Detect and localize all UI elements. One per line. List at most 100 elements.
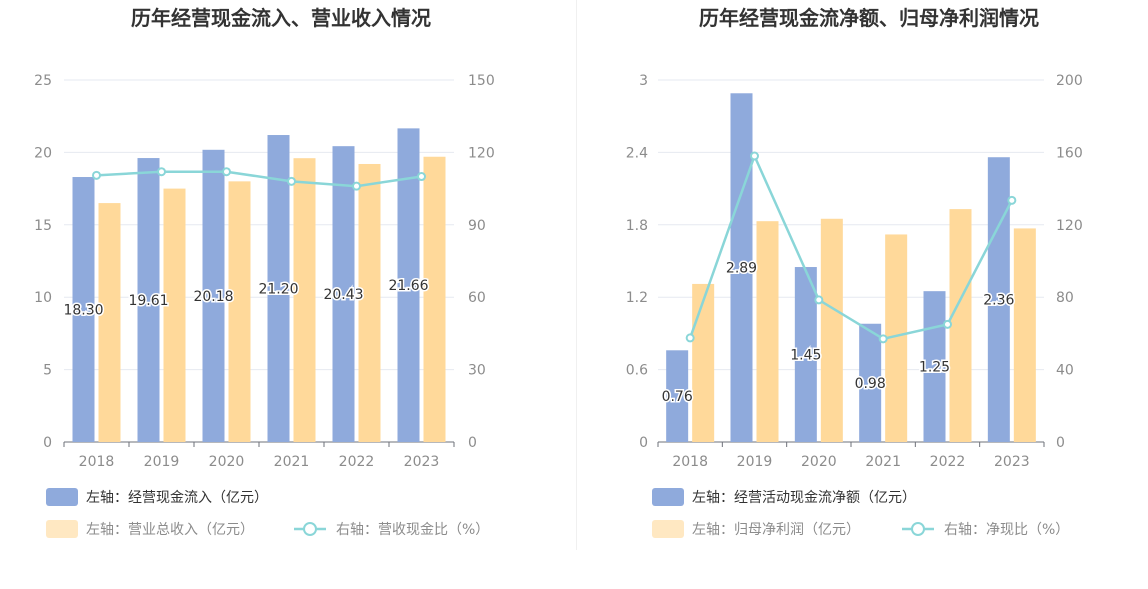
- line-point-2023: [1007, 195, 1017, 205]
- x-axis-tick-label: 2018: [79, 454, 115, 470]
- x-axis-tick-label: 2021: [865, 454, 901, 470]
- right-axis-tick-label: 40: [1056, 363, 1074, 379]
- bar-2021-primary: [859, 323, 882, 442]
- data-label-2020: 1.45: [790, 348, 821, 364]
- legend-label: 左轴：经营活动现金流净额（亿元）: [692, 490, 916, 506]
- legend-swatch: [652, 488, 684, 506]
- data-label-2023: 2.36: [983, 293, 1014, 309]
- legend-label: 右轴：净现比（%）: [944, 522, 1069, 538]
- data-label-2021: 21.20: [258, 282, 298, 298]
- legend-label: 左轴：经营现金流入（亿元）: [86, 490, 268, 506]
- line-point-2019: [750, 151, 759, 161]
- bar-2023-primary: [397, 128, 420, 442]
- x-axis-tick-label: 2020: [801, 454, 837, 470]
- series-line: [96, 170, 422, 188]
- chart-title: 历年经营现金流净额、归母净利润情况: [699, 6, 1039, 30]
- right-axis-tick-label: 30: [468, 363, 486, 379]
- bar-2018-primary: [72, 177, 95, 443]
- data-label-2021: 0.98: [855, 376, 886, 392]
- legend-marker: [303, 522, 317, 536]
- legend-item: 右轴：净现比（%）: [902, 522, 1069, 538]
- legend-item: 左轴：营业总收入（亿元）: [46, 520, 254, 538]
- data-label-2019: 2.89: [726, 261, 757, 277]
- left-axis-tick-label: 15: [34, 218, 52, 234]
- x-axis-tick-label: 2021: [274, 454, 310, 470]
- right-axis-tick-label: 60: [468, 290, 486, 306]
- left-axis-tick-label: 2.4: [626, 145, 648, 161]
- line-point-2019: [157, 167, 166, 177]
- legend-label: 左轴：归母净利润（亿元）: [692, 521, 860, 538]
- bar-2022-primary: [332, 146, 355, 443]
- x-axis-tick-label: 2020: [209, 454, 245, 470]
- right-axis-tick-label: 120: [1056, 218, 1083, 234]
- line-point-2022: [352, 181, 361, 191]
- bar-2019-primary: [137, 158, 160, 443]
- right-axis-tick-label: 90: [468, 218, 486, 234]
- right-axis-tick-label: 0: [1056, 435, 1065, 451]
- legend-label: 左轴：营业总收入（亿元）: [86, 522, 254, 538]
- line-point-2021: [878, 334, 888, 344]
- x-axis-tick-label: 2023: [404, 454, 440, 470]
- left-axis-tick-label: 1.2: [626, 290, 648, 306]
- legend-item: 右轴：营收现金比（%）: [294, 522, 489, 538]
- bar-2019-secondary: [163, 188, 186, 442]
- legend-label: 右轴：营收现金比（%）: [336, 522, 489, 538]
- line-point-2018: [92, 170, 101, 180]
- data-label-2019: 19.61: [128, 293, 168, 309]
- data-label-2018: 0.76: [662, 389, 693, 405]
- bar-2023-primary: [987, 157, 1010, 442]
- left-axis-tick-label: 5: [43, 363, 52, 379]
- right-axis-tick-label: 80: [1056, 290, 1074, 306]
- net-cashflow-profit-chart: 历年经营现金流净额、归母净利润情况 0 0 0.6 40 1.2 80 1.8 120 2.4 16…: [626, 6, 1083, 538]
- legend-item: 左轴：经营活动现金流净额（亿元）: [652, 488, 916, 506]
- bar-2018-secondary: [692, 283, 715, 442]
- line-point-2020: [222, 167, 231, 177]
- bar-2021-primary: [267, 135, 290, 443]
- x-axis-tick-label: 2022: [339, 454, 375, 470]
- bar-2023-secondary: [423, 156, 446, 442]
- x-axis-tick-label: 2018: [672, 454, 708, 470]
- chart-title: 历年经营现金流入、营业收入情况: [131, 6, 431, 30]
- x-axis-tick-label: 2022: [930, 454, 966, 470]
- left-axis-tick-label: 25: [34, 73, 52, 89]
- legend-marker: [911, 522, 925, 536]
- left-axis-tick-label: 0.6: [626, 363, 648, 379]
- series-line: [688, 152, 1013, 341]
- bar-2019-secondary: [756, 221, 779, 442]
- data-label-2018: 18.30: [63, 303, 103, 319]
- x-axis-tick-label: 2019: [737, 454, 773, 470]
- bar-2020-secondary: [820, 218, 843, 442]
- right-axis-tick-label: 0: [468, 435, 477, 451]
- data-label-2022: 20.43: [323, 287, 363, 303]
- legend-item: 左轴：归母净利润（亿元）: [652, 520, 860, 538]
- cash-inflow-revenue-chart: 历年经营现金流入、营业收入情况 0 0 5 30 10 60 15 90 20 120 25 150 20…: [34, 6, 495, 538]
- legend-item: 左轴：经营现金流入（亿元）: [46, 488, 268, 506]
- bar-2018-secondary: [98, 203, 121, 442]
- right-axis-tick-label: 160: [1056, 145, 1083, 161]
- bar-2018-primary: [666, 350, 689, 442]
- line-point-2021: [287, 176, 296, 186]
- bar-2021-secondary: [293, 158, 316, 442]
- left-axis-tick-label: 0: [639, 435, 648, 451]
- data-label-2020: 20.18: [193, 289, 233, 305]
- panel-divider: [576, 0, 577, 550]
- right-axis-tick-label: 150: [468, 73, 495, 89]
- bar-2021-secondary: [885, 234, 908, 442]
- line-point-2022: [943, 319, 952, 329]
- left-axis-tick-label: 1.8: [626, 218, 648, 234]
- legend-swatch: [46, 520, 78, 538]
- bar-2020-secondary: [228, 181, 251, 443]
- bar-2022-secondary: [949, 209, 972, 442]
- legend-swatch: [46, 488, 78, 506]
- left-axis-tick-label: 20: [34, 145, 52, 161]
- data-label-2023: 21.66: [388, 278, 428, 294]
- bar-2023-secondary: [1013, 228, 1036, 442]
- right-axis-tick-label: 120: [468, 145, 495, 161]
- x-axis-tick-label: 2023: [994, 454, 1030, 470]
- left-axis-tick-label: 10: [34, 290, 52, 306]
- x-axis-tick-label: 2019: [144, 454, 180, 470]
- left-axis-tick-label: 3: [639, 73, 648, 89]
- data-label-2022: 1.25: [919, 360, 950, 376]
- line-point-2018: [685, 333, 695, 343]
